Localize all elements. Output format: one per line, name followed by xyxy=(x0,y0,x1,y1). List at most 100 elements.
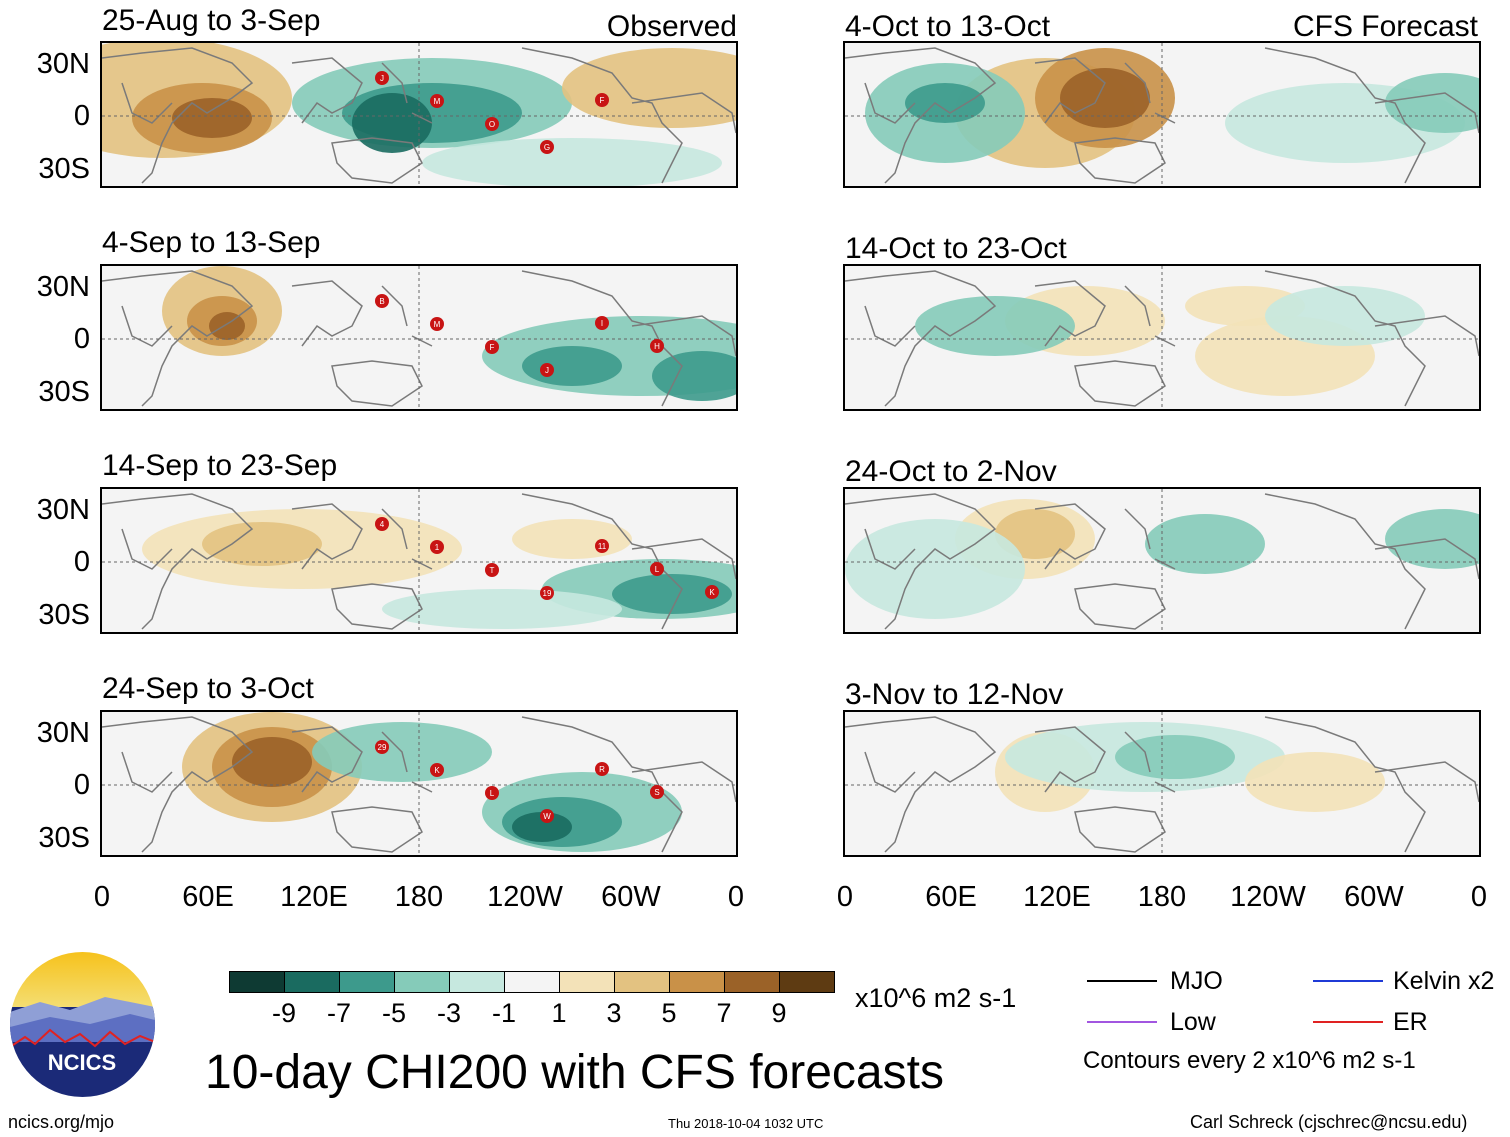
svg-text:H: H xyxy=(654,342,660,351)
lat-label: 0 xyxy=(73,769,90,801)
coastline xyxy=(331,583,423,630)
legend-label-low: Low xyxy=(1170,1008,1216,1036)
lon-label: 120E xyxy=(280,881,348,913)
svg-text:S: S xyxy=(654,788,659,797)
coastline xyxy=(1124,731,1176,793)
panel-title-fcst-3: 24-Oct to 2-Nov xyxy=(845,455,1057,488)
svg-text:4: 4 xyxy=(380,520,385,529)
coastline xyxy=(521,270,683,407)
svg-text:29: 29 xyxy=(378,743,387,752)
map-panel-forecast-3 xyxy=(843,487,1481,634)
coastline xyxy=(1034,726,1106,793)
storm-marker: M xyxy=(430,94,444,108)
map-field xyxy=(845,43,1479,186)
coastline xyxy=(1374,538,1479,580)
panel-title-fcst-1: 4-Oct to 13-Oct xyxy=(845,10,1051,43)
storm-marker: L xyxy=(650,562,664,576)
svg-text:B: B xyxy=(379,297,384,306)
storm-marker: F xyxy=(485,340,499,354)
svg-text:I: I xyxy=(601,319,603,328)
coastline xyxy=(1074,806,1166,853)
map-panel-observed-2: B M F J I H xyxy=(100,264,738,411)
lat-label: 30S xyxy=(38,153,90,185)
anomaly-region xyxy=(845,519,1025,619)
colorbar-swatch xyxy=(339,971,395,993)
lon-label: 0 xyxy=(836,881,854,913)
coastline xyxy=(1124,62,1176,124)
coastline xyxy=(1074,137,1166,184)
anomaly-region xyxy=(1265,286,1425,346)
storm-marker: G xyxy=(540,140,554,154)
anomaly-region xyxy=(652,351,736,401)
anomaly-region xyxy=(915,296,1075,356)
coastline xyxy=(331,806,423,853)
colorbar-tick-label: -9 xyxy=(271,998,296,1028)
anomaly-region xyxy=(1060,68,1150,128)
coastline xyxy=(521,47,683,184)
map-field: J M O G F xyxy=(102,43,736,186)
storm-marker: F xyxy=(595,93,609,107)
lon-label: 120W xyxy=(1230,881,1306,913)
storm-marker: 11 xyxy=(595,539,609,553)
lon-label: 0 xyxy=(727,881,745,913)
storm-marker: L xyxy=(485,786,499,800)
coastline xyxy=(121,751,173,793)
map-panel-forecast-4 xyxy=(843,710,1481,857)
coastline xyxy=(1034,57,1106,124)
coastline xyxy=(845,493,997,630)
map-panel-observed-3: 4 1 T 19 11 L K xyxy=(100,487,738,634)
coastline xyxy=(331,360,423,407)
colorbar-swatch xyxy=(614,971,670,993)
lon-label: 60W xyxy=(601,881,661,913)
coastline xyxy=(121,82,173,124)
anomaly-region xyxy=(232,737,312,787)
colorbar-tick-label: -1 xyxy=(491,998,516,1028)
coastline xyxy=(102,716,254,853)
colorbar-swatch xyxy=(394,971,450,993)
coastline xyxy=(291,726,363,793)
coastline xyxy=(1124,508,1176,570)
anomaly-region xyxy=(172,98,252,138)
coastline xyxy=(521,493,683,630)
map-field: B M F J I H xyxy=(102,266,736,409)
chart-title: 10-day CHI200 with CFS forecasts xyxy=(205,1046,944,1099)
map-panel-observed-4: 29 K L W R S xyxy=(100,710,738,857)
coastline xyxy=(1264,47,1426,184)
coastline xyxy=(1074,583,1166,630)
coastline xyxy=(1074,360,1166,407)
storm-marker: B xyxy=(375,294,389,308)
anomaly-region xyxy=(209,312,245,340)
lon-label: 180 xyxy=(1137,881,1187,913)
panel-title-obs-4: 24-Sep to 3-Oct xyxy=(102,672,314,705)
map-panel-observed-1: J M O G F xyxy=(100,41,738,188)
colorbar-swatch xyxy=(229,971,285,993)
storm-marker: O xyxy=(485,117,499,131)
storm-marker: R xyxy=(595,762,609,776)
coastline xyxy=(331,137,423,184)
column-label-forecast: CFS Forecast xyxy=(1292,10,1478,43)
colorbar-tick-label: -5 xyxy=(381,998,406,1028)
svg-text:M: M xyxy=(434,97,441,106)
lon-label: 0 xyxy=(93,881,111,913)
lat-label: 0 xyxy=(73,323,90,355)
svg-text:G: G xyxy=(544,143,550,152)
svg-text:M: M xyxy=(434,320,441,329)
coastline xyxy=(845,47,997,184)
coastline xyxy=(1374,315,1479,357)
anomaly-region xyxy=(1245,752,1385,812)
coastline xyxy=(381,62,433,124)
storm-marker: T xyxy=(485,563,499,577)
coastline xyxy=(381,285,433,347)
map-panel-forecast-2 xyxy=(843,264,1481,411)
coastline xyxy=(521,716,683,853)
svg-text:R: R xyxy=(599,765,605,774)
colorbar-swatch xyxy=(504,971,560,993)
storm-marker: 19 xyxy=(540,586,554,600)
svg-text:1: 1 xyxy=(435,543,440,552)
svg-text:O: O xyxy=(489,120,495,129)
coastline xyxy=(1034,503,1106,570)
coastline xyxy=(381,731,433,793)
map-panel-forecast-1 xyxy=(843,41,1481,188)
svg-text:J: J xyxy=(380,74,384,83)
contour-note: Contours every 2 x10^6 m2 s-1 xyxy=(1083,1047,1416,1074)
